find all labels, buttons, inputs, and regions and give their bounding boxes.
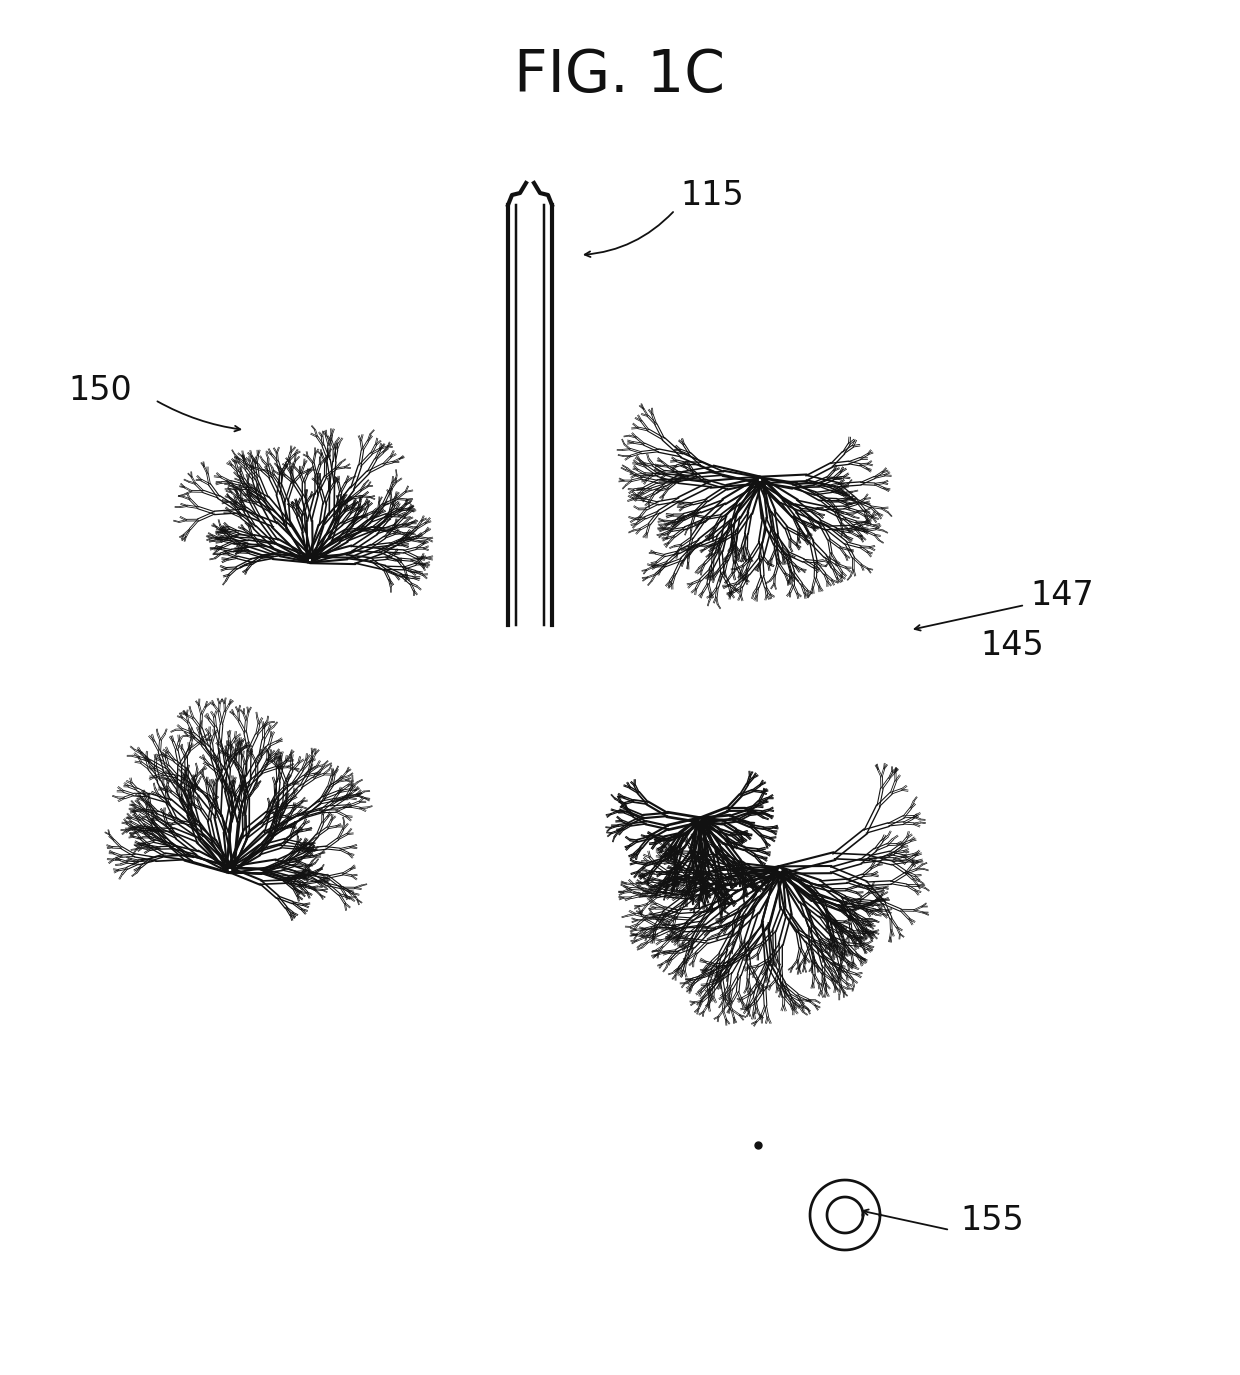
Text: 147: 147 xyxy=(1030,579,1094,612)
Text: 115: 115 xyxy=(680,179,744,212)
Text: 155: 155 xyxy=(960,1203,1024,1236)
Text: 145: 145 xyxy=(980,628,1044,661)
Text: FIG. 1C: FIG. 1C xyxy=(515,47,725,103)
Text: 150: 150 xyxy=(68,374,131,407)
